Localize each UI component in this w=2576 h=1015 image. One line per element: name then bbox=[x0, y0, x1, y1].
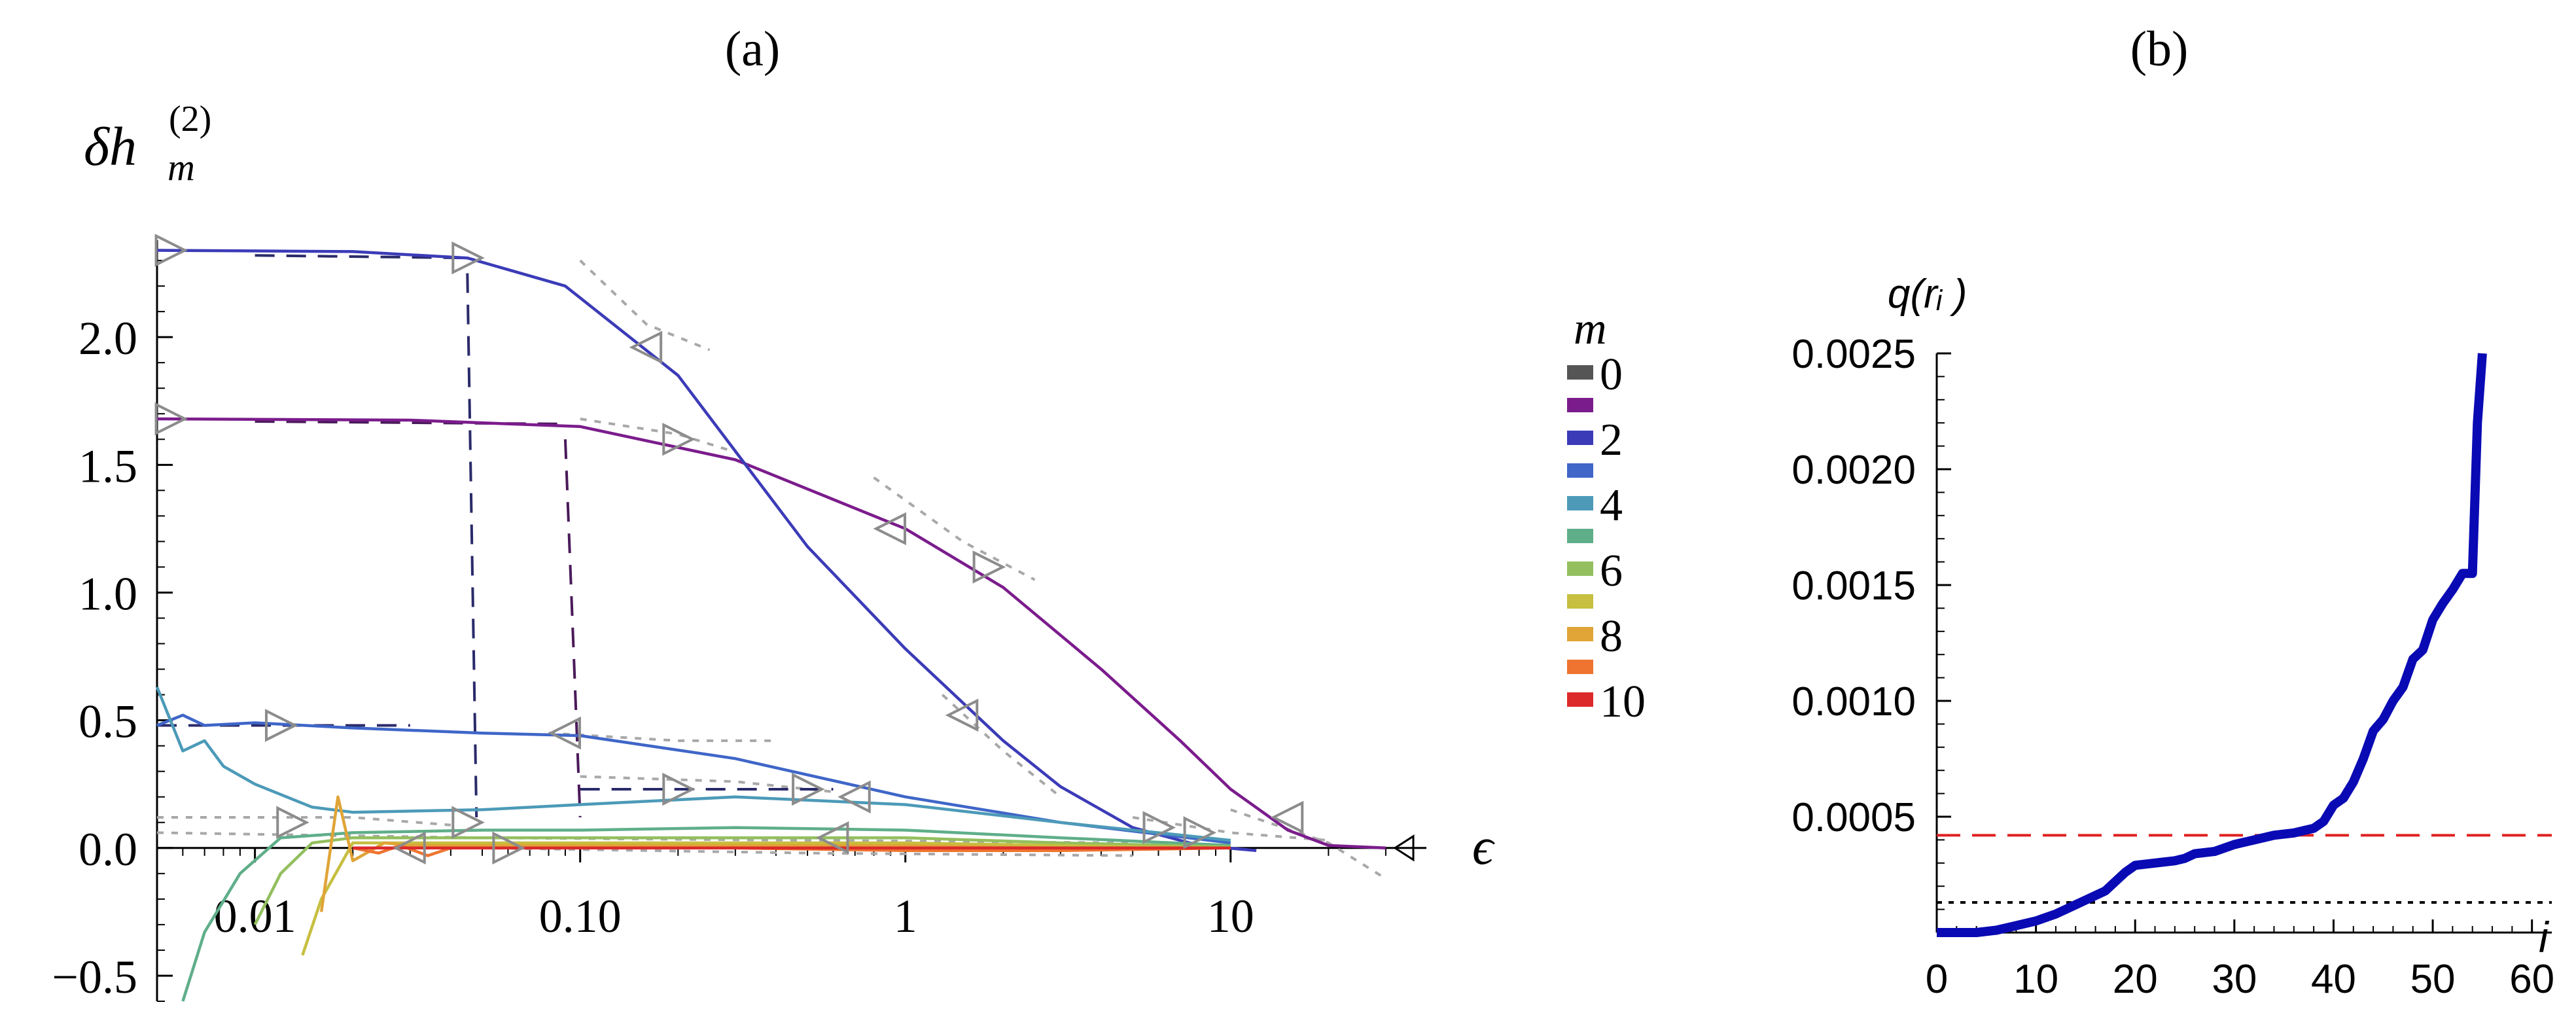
legend-label: 0 bbox=[1600, 349, 1623, 400]
legend-swatch bbox=[1567, 627, 1593, 641]
series-line-a-1 bbox=[156, 249, 1257, 852]
series-line-a-3 bbox=[155, 686, 1231, 842]
triangle-marker bbox=[873, 512, 906, 546]
x-tick-label-a: 1 bbox=[894, 890, 917, 942]
approximation-guide bbox=[1230, 808, 1386, 880]
panel-a-guides bbox=[156, 254, 1386, 880]
approximation-guide bbox=[548, 732, 776, 742]
x-tick-label-a: 0.01 bbox=[214, 890, 296, 942]
legend-label: 4 bbox=[1600, 480, 1623, 531]
approximation-guide bbox=[580, 418, 736, 454]
x-tick-label-a: 0.10 bbox=[539, 890, 622, 942]
panel-b-label: (b) bbox=[2130, 22, 2189, 77]
panel-b: (b) q(rᵢ ) i 0.00050.00100.00150.00200.0… bbox=[1791, 22, 2554, 1002]
approximation-guide bbox=[157, 816, 451, 827]
panel-a-xlabel: ϵ bbox=[1472, 818, 1495, 876]
drop-line-m1 bbox=[255, 419, 582, 818]
panel-a: (a) δh (2) m ϵ −0.5 0.0 0.5 1.0 1.5 2.0 0.01 0.… bbox=[52, 22, 1646, 1003]
triangle-marker bbox=[629, 330, 663, 365]
legend-label: 6 bbox=[1600, 546, 1623, 596]
y-tick-label-b: 0.0010 bbox=[1791, 679, 1916, 724]
y-tick-label-a: 0.0 bbox=[79, 823, 137, 876]
panel-a-ylabel-sup: (2) bbox=[169, 99, 211, 139]
x-tick-label-b: 50 bbox=[2410, 957, 2456, 1002]
legend-label: 8 bbox=[1600, 611, 1623, 662]
triangle-marker bbox=[264, 709, 298, 742]
x-tick-label-b: 30 bbox=[2212, 957, 2257, 1002]
triangle-marker bbox=[451, 241, 485, 275]
panel-a-label: (a) bbox=[725, 22, 780, 77]
legend-swatch bbox=[1567, 398, 1593, 412]
y-tick-label-a: 0.5 bbox=[79, 696, 137, 748]
series-line-a-4 bbox=[181, 826, 1231, 1002]
panel-b-ticks: 0.0005 0.0010 0.0015 0.0020 0.0025 0 10 20 30 40 5… bbox=[1791, 332, 2554, 1002]
approximation-guide bbox=[941, 694, 1062, 798]
triangle-marker bbox=[945, 698, 979, 732]
legend-label: 2 bbox=[1600, 415, 1623, 465]
y-tick-label-a: −0.5 bbox=[52, 951, 137, 1003]
panel-b-series bbox=[1937, 353, 2487, 937]
panel-a-markers bbox=[154, 234, 1304, 865]
series-line-a-7 bbox=[319, 795, 1231, 912]
x-tick-label-b: 20 bbox=[2113, 957, 2158, 1002]
panel-b-ylabel: q(rᵢ ) bbox=[1888, 272, 1967, 317]
y-tick-label-b: 0.0025 bbox=[1791, 332, 1916, 377]
x-axis-arrow-marker bbox=[1393, 834, 1415, 862]
series-line-a-2 bbox=[156, 713, 1231, 845]
legend-swatch bbox=[1567, 365, 1593, 380]
triangle-marker bbox=[662, 423, 696, 456]
series-line-a-0 bbox=[156, 417, 1386, 850]
x-tick-label-b: 40 bbox=[2311, 957, 2356, 1002]
legend-swatch bbox=[1567, 594, 1593, 609]
y-tick-label-a: 2.0 bbox=[79, 312, 137, 365]
triangle-marker bbox=[154, 234, 188, 267]
series-line-a-5 bbox=[253, 836, 1231, 925]
panel-a-legend: m 0 2 4 6 8 10 bbox=[1567, 304, 1646, 727]
series-line-b-0 bbox=[1937, 353, 2487, 937]
triangle-marker bbox=[1142, 811, 1176, 844]
panel-b-xlabel: i bbox=[2539, 913, 2550, 961]
triangle-marker bbox=[972, 550, 1006, 584]
x-tick-label-b: 60 bbox=[2509, 957, 2554, 1002]
legend-swatch bbox=[1567, 660, 1593, 674]
approximation-guide bbox=[873, 476, 1036, 581]
panel-a-ylabel: δh bbox=[84, 116, 137, 177]
triangle-marker bbox=[1270, 800, 1304, 834]
triangle-marker bbox=[492, 831, 525, 865]
legend-swatch bbox=[1567, 692, 1593, 707]
panel-b-reference-lines bbox=[1937, 834, 2552, 904]
panel-a-ylabel-sub: m bbox=[168, 146, 195, 188]
drop-line-m2 bbox=[255, 254, 478, 818]
legend-label: 10 bbox=[1600, 677, 1646, 727]
triangle-marker bbox=[815, 821, 849, 855]
triangle-marker bbox=[548, 716, 581, 750]
legend-swatch bbox=[1567, 529, 1593, 543]
legend-swatch bbox=[1567, 431, 1593, 445]
y-tick-label-a: 1.5 bbox=[79, 440, 137, 492]
legend-swatch bbox=[1567, 496, 1593, 510]
triangle-marker bbox=[838, 780, 871, 813]
legend-title: m bbox=[1574, 304, 1607, 354]
series-line-a-6 bbox=[301, 841, 1231, 956]
triangle-marker bbox=[662, 772, 696, 806]
legend-swatch bbox=[1567, 561, 1593, 576]
triangle-marker bbox=[393, 831, 426, 865]
panel-a-ticks: −0.5 0.0 0.5 1.0 1.5 2.0 0.01 0.10 1 10 bbox=[52, 240, 1426, 1003]
triangle-marker bbox=[1183, 816, 1217, 849]
approximation-guide bbox=[579, 259, 711, 351]
x-tick-label-b: 10 bbox=[2013, 957, 2058, 1002]
x-tick-label-a: 10 bbox=[1207, 890, 1254, 942]
y-tick-label-b: 0.0015 bbox=[1791, 563, 1916, 609]
triangle-marker bbox=[154, 402, 188, 436]
panel-a-series bbox=[155, 249, 1386, 1002]
legend-swatch bbox=[1567, 463, 1593, 478]
y-tick-label-b: 0.0005 bbox=[1791, 795, 1916, 840]
y-tick-label-b: 0.0020 bbox=[1791, 448, 1916, 493]
triangle-marker bbox=[792, 772, 825, 806]
y-tick-label-a: 1.0 bbox=[79, 567, 137, 620]
triangle-marker bbox=[451, 806, 485, 840]
triangle-marker bbox=[276, 806, 309, 840]
x-tick-label-b: 0 bbox=[1926, 957, 1948, 1002]
